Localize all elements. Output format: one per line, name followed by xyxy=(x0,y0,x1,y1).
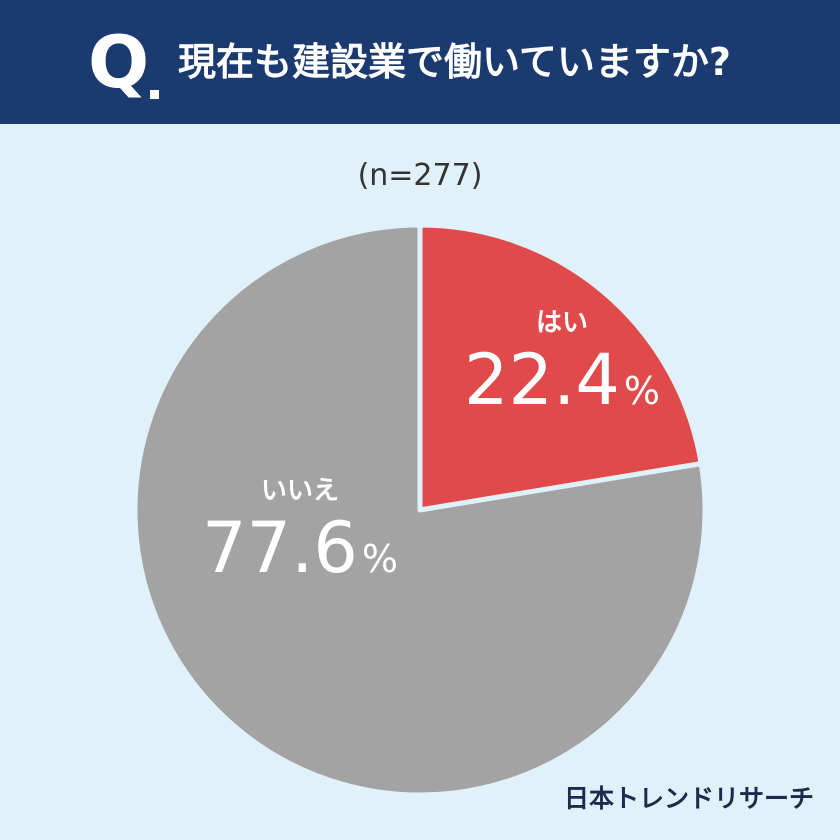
slice-label-yes: はい 22.4% xyxy=(442,306,682,431)
slice-value-no-unit: % xyxy=(361,537,398,581)
sample-size: (n=277) xyxy=(357,158,483,193)
slice-value-yes-number: 22.4 xyxy=(464,339,620,421)
slice-name-no: いいえ xyxy=(260,476,339,506)
q-dot xyxy=(150,90,159,99)
slice-value-no-number: 77.6 xyxy=(202,507,358,589)
slice-value-yes-unit: % xyxy=(623,369,660,413)
q-mark: Q xyxy=(88,20,150,104)
pie-slices xyxy=(132,222,708,798)
slice-value-yes: 22.4% xyxy=(442,340,682,431)
pie-slice-yes xyxy=(417,222,704,513)
slice-name-yes: はい xyxy=(535,308,588,338)
slice-value-no: 77.6% xyxy=(180,508,420,599)
pie-slice-no xyxy=(132,222,708,798)
question-text: 現在も建設業で働いていますか? xyxy=(178,40,731,84)
slice-label-no: いいえ 77.6% xyxy=(180,474,420,599)
question-header: Q 現在も建設業で働いていますか? xyxy=(0,0,840,124)
brand-logo: 日本トレンドリサーチ xyxy=(563,784,814,813)
